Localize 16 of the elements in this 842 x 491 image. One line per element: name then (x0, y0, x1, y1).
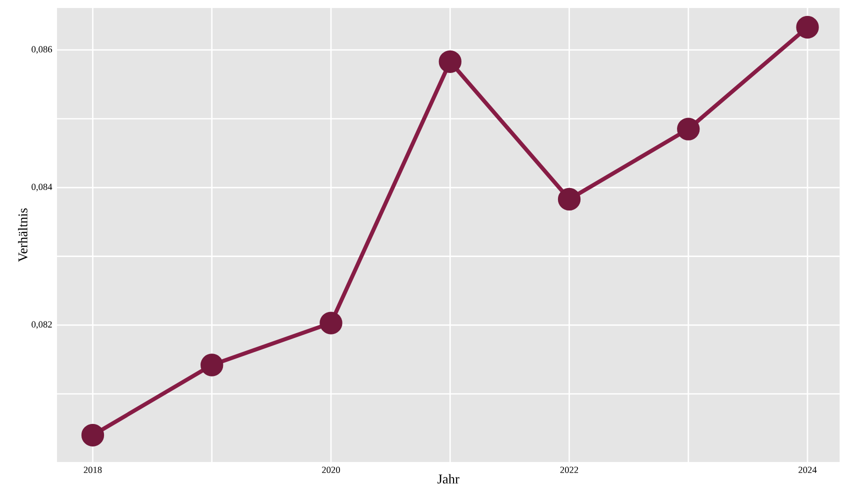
y-axis-title: Verhältnis (18, 208, 28, 262)
point (200, 354, 224, 376)
x-tick-label: 2020 (322, 466, 340, 473)
y-tick-label: 0,084 (32, 184, 52, 192)
y-tick-label: 0,082 (32, 321, 52, 329)
x-tick-label: 2024 (798, 466, 817, 473)
point (677, 118, 700, 140)
point (796, 16, 819, 39)
point (558, 188, 581, 211)
point (320, 312, 342, 334)
x-tick-label: 2018 (84, 466, 102, 473)
x-axis-title: Jahr (438, 474, 460, 484)
point (81, 424, 104, 446)
y-tick-label: 0,086 (32, 46, 52, 54)
point (438, 50, 462, 73)
x-tick-label: 2022 (560, 466, 578, 473)
